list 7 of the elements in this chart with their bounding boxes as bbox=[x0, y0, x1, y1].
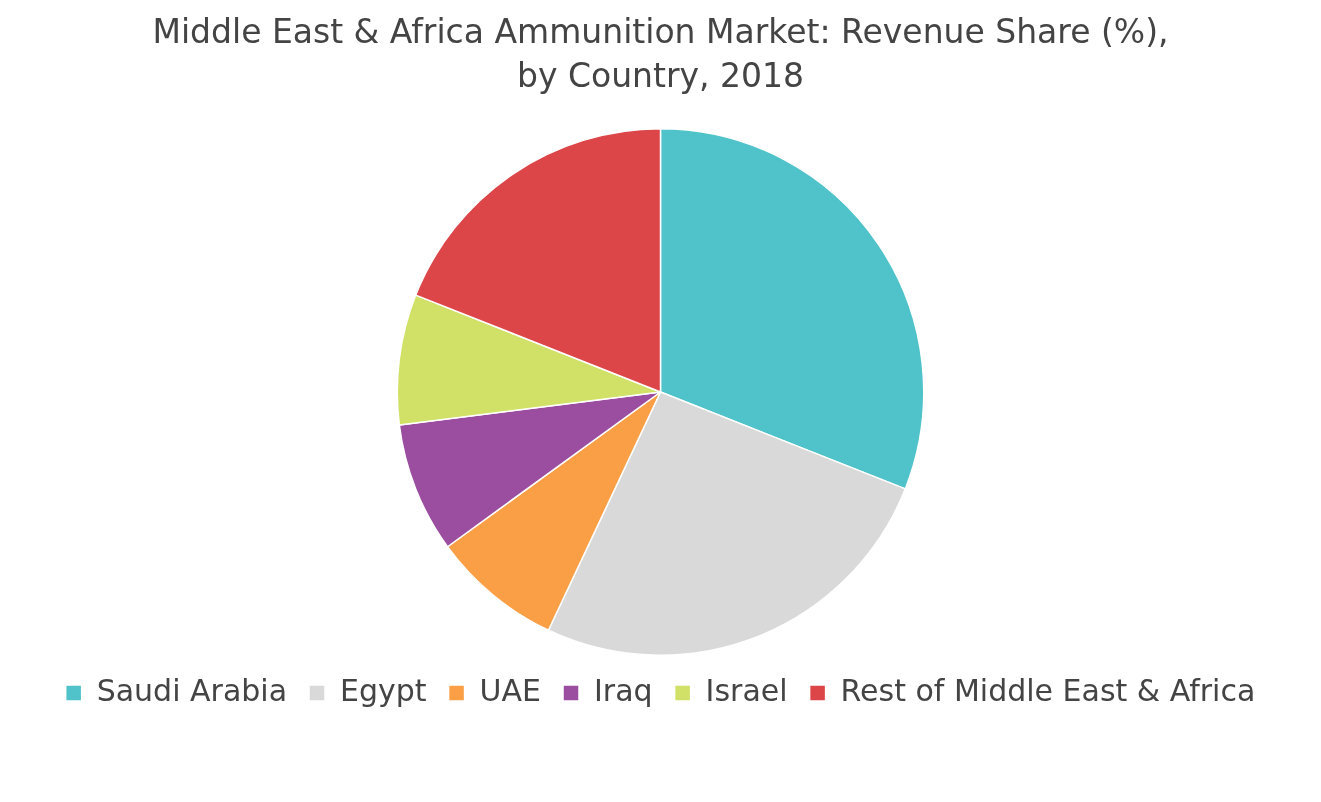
legend-label: Saudi Arabia bbox=[96, 672, 288, 708]
legend-label: Iraq bbox=[594, 672, 653, 708]
legend-label: Egypt bbox=[340, 672, 427, 708]
legend-label: Rest of Middle East & Africa bbox=[840, 672, 1256, 708]
chart-title: Middle East & Africa Ammunition Market: Revenue Share (%), by Country, 2018 bbox=[151, 11, 1170, 97]
legend-label: Israel bbox=[705, 672, 788, 708]
legend-label: UAE bbox=[479, 672, 542, 708]
